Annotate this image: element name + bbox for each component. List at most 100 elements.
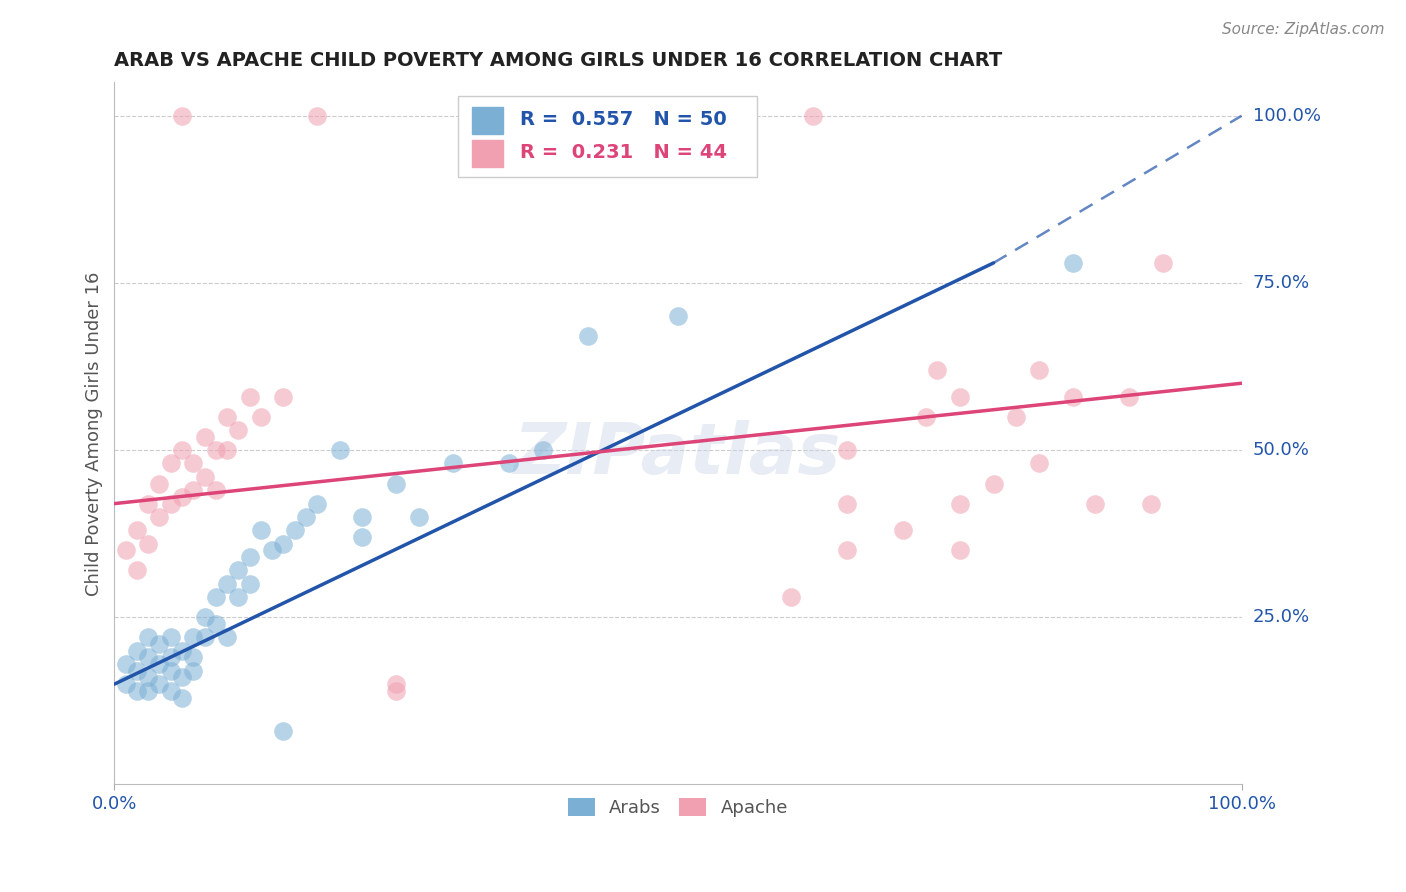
Point [125,564,148,578]
Point [1028,457,1050,471]
Point [576,329,599,343]
Point [284,524,307,538]
Text: 25.0%: 25.0% [1253,608,1310,626]
Point [217,409,239,424]
Point [295,510,318,524]
Text: 100.0%: 100.0% [1253,107,1320,125]
Point [148,657,170,671]
Point [125,664,148,678]
Point [194,630,217,644]
Text: Source: ZipAtlas.com: Source: ZipAtlas.com [1222,22,1385,37]
Point [239,390,262,404]
Point [205,616,228,631]
Point [239,577,262,591]
Point [205,443,228,458]
Point [114,657,136,671]
Point [1005,409,1028,424]
Point [1140,497,1163,511]
Point [170,490,193,504]
Point [250,524,273,538]
Point [148,637,170,651]
Bar [472,107,503,134]
Point [181,630,204,644]
Point [250,409,273,424]
Point [159,664,181,678]
Text: 75.0%: 75.0% [1253,274,1310,292]
Point [893,524,915,538]
Point [194,610,217,624]
Point [329,443,352,458]
Point [1084,497,1107,511]
Point [170,690,193,705]
Point [385,683,408,698]
Text: R =  0.557   N = 50: R = 0.557 N = 50 [520,110,727,129]
Point [136,497,159,511]
Point [723,109,745,123]
Text: 50.0%: 50.0% [1253,442,1309,459]
Point [181,664,204,678]
Point [801,109,824,123]
Point [125,643,148,657]
Point [181,457,204,471]
Point [949,543,972,558]
Point [205,591,228,605]
Point [835,443,858,458]
Point [927,363,949,377]
Point [148,677,170,691]
Point [385,677,408,691]
Point [1118,390,1140,404]
Point [136,670,159,684]
Point [408,510,430,524]
Point [441,457,464,471]
Point [125,524,148,538]
Point [217,577,239,591]
Point [159,683,181,698]
Point [159,497,181,511]
Point [205,483,228,498]
Point [385,476,408,491]
Text: ARAB VS APACHE CHILD POVERTY AMONG GIRLS UNDER 16 CORRELATION CHART: ARAB VS APACHE CHILD POVERTY AMONG GIRLS… [114,51,1002,70]
Point [1062,256,1084,270]
Legend: Arabs, Apache: Arabs, Apache [561,790,796,824]
Point [239,550,262,565]
FancyBboxPatch shape [458,96,756,178]
Point [170,443,193,458]
Point [170,643,193,657]
Text: ZIPatlas: ZIPatlas [515,420,842,489]
Point [915,409,938,424]
Point [170,109,193,123]
Point [498,457,520,471]
Point [125,683,148,698]
Point [835,497,858,511]
Point [136,630,159,644]
Point [352,530,374,544]
Bar [472,140,503,167]
Point [983,476,1005,491]
Point [136,683,159,698]
Y-axis label: Child Poverty Among Girls Under 16: Child Poverty Among Girls Under 16 [86,271,103,596]
Point [136,537,159,551]
Point [217,630,239,644]
Point [949,390,972,404]
Point [779,591,801,605]
Point [666,310,689,324]
Point [262,543,284,558]
Point [273,723,295,738]
Point [114,543,136,558]
Point [273,537,295,551]
Point [114,677,136,691]
Point [194,470,217,484]
Point [181,650,204,665]
Point [273,390,295,404]
Point [228,423,250,437]
Point [170,670,193,684]
Point [531,443,554,458]
Point [159,457,181,471]
Text: R =  0.231   N = 44: R = 0.231 N = 44 [520,143,727,162]
Point [352,510,374,524]
Point [1152,256,1174,270]
Point [475,109,498,123]
Point [217,443,239,458]
Point [835,543,858,558]
Point [1028,363,1050,377]
